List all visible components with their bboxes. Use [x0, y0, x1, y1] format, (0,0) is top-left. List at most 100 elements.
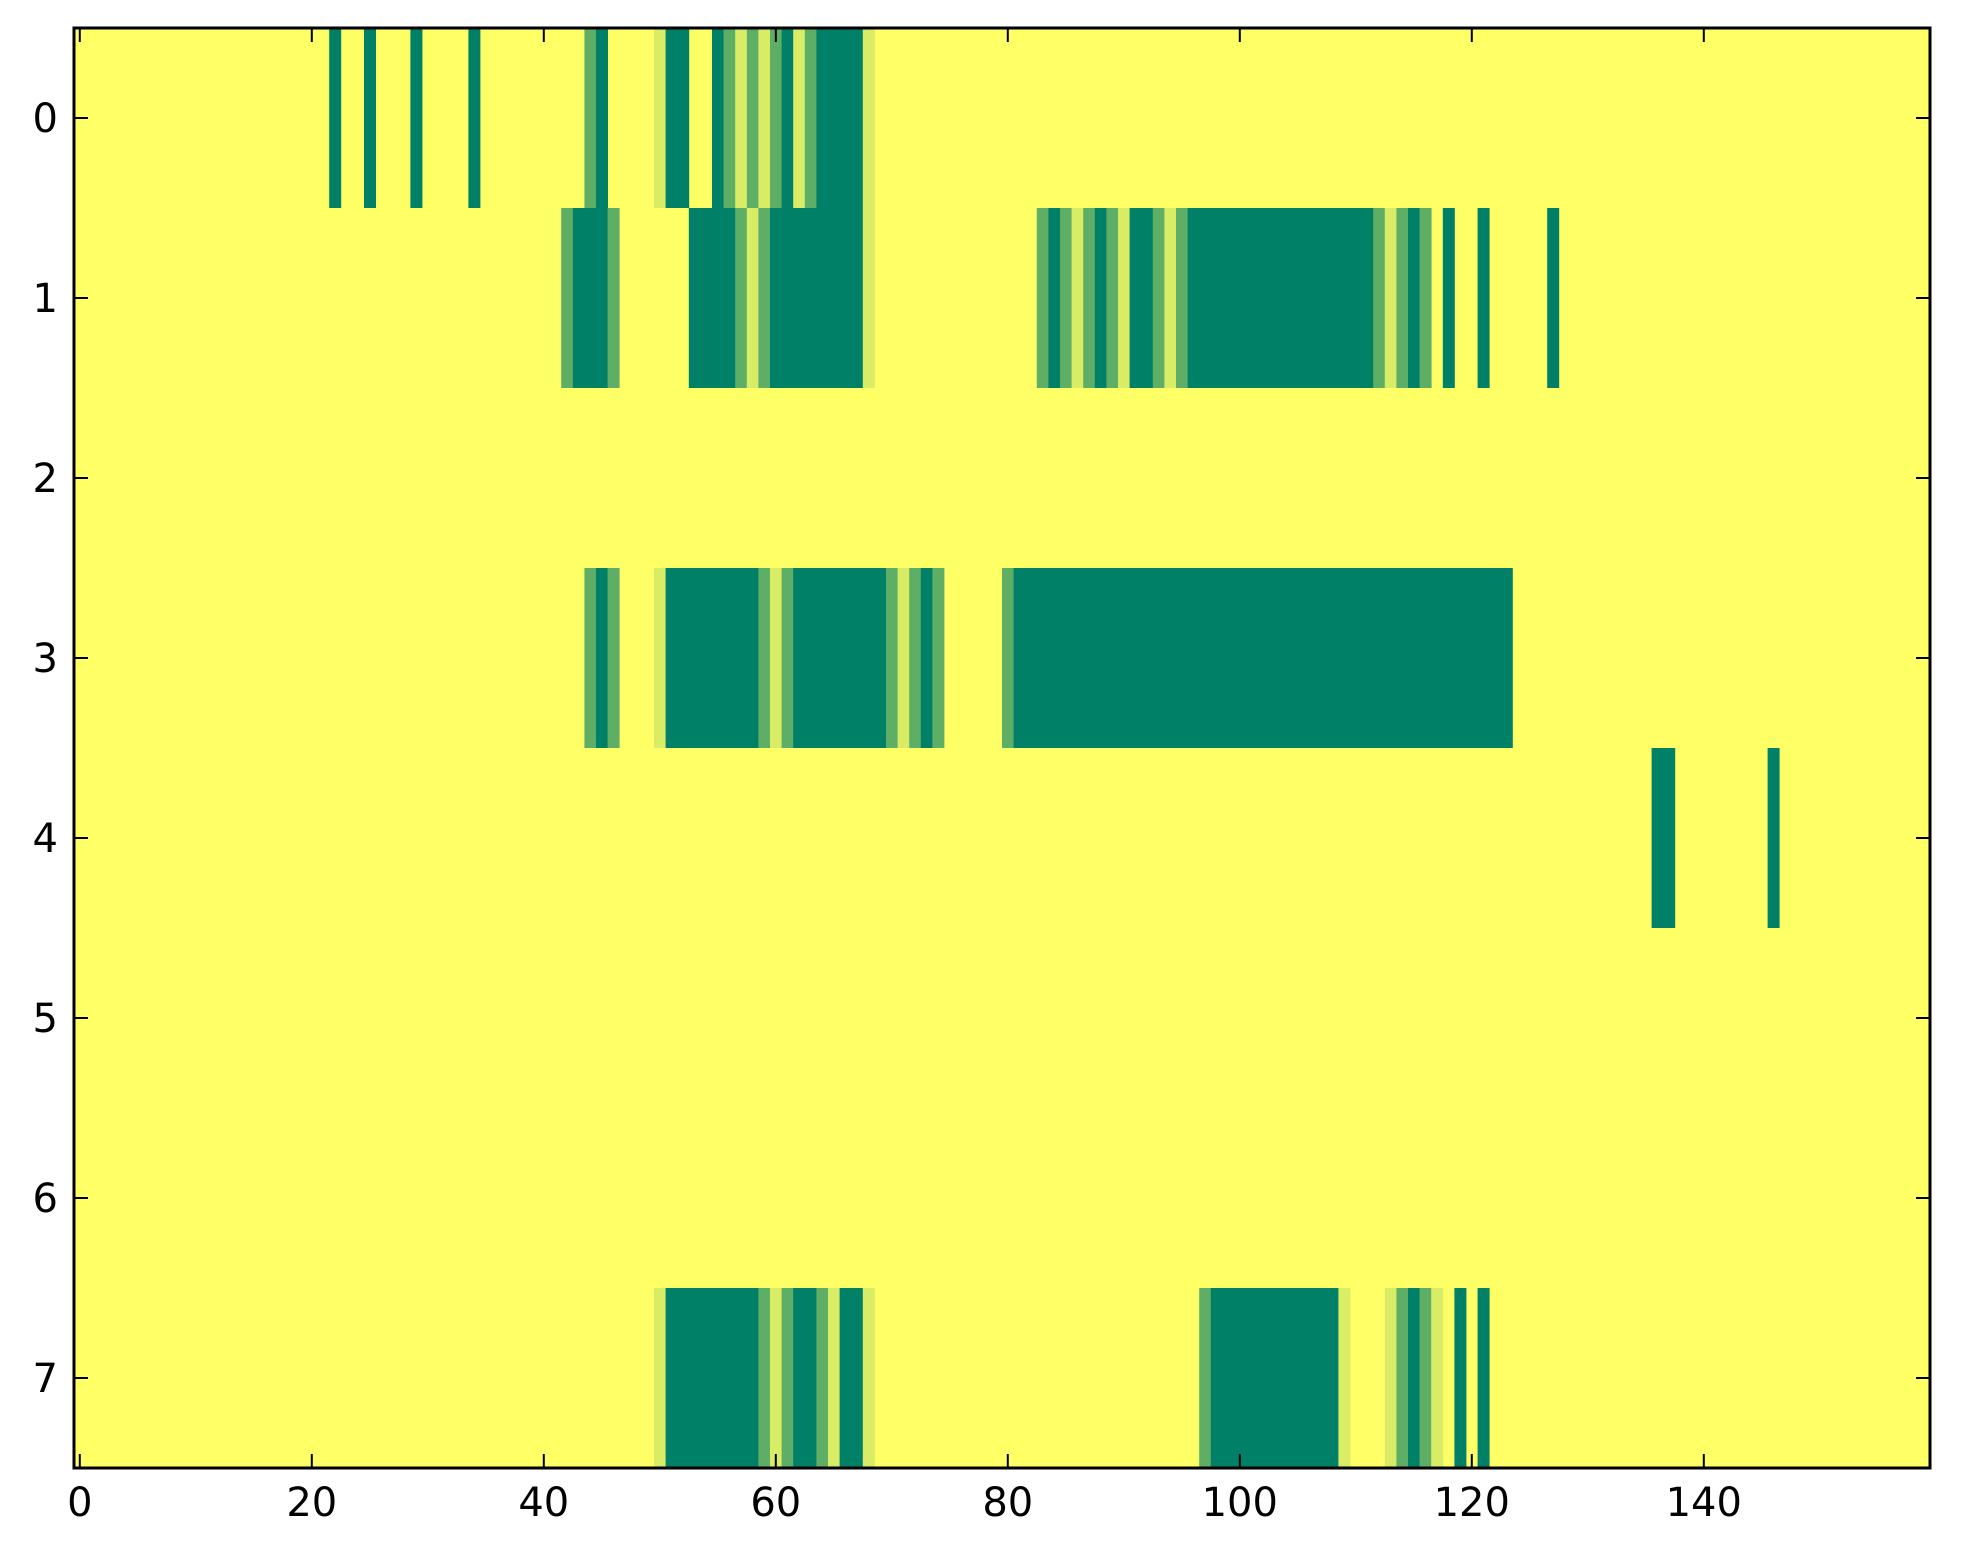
- heatmap-cell-run: [816, 1288, 829, 1468]
- heatmap-cell-run: [1118, 208, 1130, 388]
- heatmap-cell-run: [1454, 1288, 1467, 1468]
- heatmap-cell-run: [862, 208, 875, 388]
- heatmap-cell-run: [1338, 1288, 1351, 1468]
- heatmap-cell-run: [781, 28, 794, 208]
- heatmap-cell-run: [329, 28, 342, 208]
- heatmap-cell-run: [1408, 208, 1420, 388]
- heatmap-cell-run: [607, 208, 620, 388]
- heatmap-cell-run: [712, 28, 724, 208]
- heatmap-cell-run: [688, 208, 736, 388]
- cells-layer: [74, 28, 1930, 1468]
- heatmap-cell-run: [1442, 208, 1455, 388]
- heatmap-cell-run: [1083, 208, 1096, 388]
- heatmap-cell-run: [1210, 1288, 1339, 1468]
- heatmap-cell-run: [1060, 208, 1072, 388]
- x-tick-label: 80: [982, 1480, 1033, 1526]
- heatmap-cell-run: [1477, 208, 1490, 388]
- heatmap-cell-run: [781, 568, 794, 748]
- heatmap-cell-run: [758, 1288, 771, 1468]
- heatmap-cell-run: [596, 28, 608, 208]
- heatmap-cell-run: [665, 28, 690, 208]
- heatmap-cell-run: [1187, 208, 1374, 388]
- y-tick-label: 6: [33, 1176, 58, 1222]
- x-tick-label: 140: [1666, 1480, 1742, 1526]
- heatmap-cell-run: [793, 568, 887, 748]
- heatmap-cell-run: [1002, 568, 1014, 748]
- heatmap-cell-run: [839, 1288, 864, 1468]
- heatmap-cell-run: [665, 1288, 759, 1468]
- heatmap-cell-run: [735, 28, 748, 208]
- y-tick-label: 1: [33, 276, 58, 322]
- y-tick-label: 3: [33, 636, 58, 682]
- heatmap-cell-run: [770, 208, 864, 388]
- y-tick-label: 5: [33, 996, 58, 1042]
- x-tick-label: 120: [1434, 1480, 1510, 1526]
- heatmap-cell-run: [1384, 1288, 1397, 1468]
- ticks-layer: 0 20 40 60 80 100 120 140 0 1 2 3 4 5 6 7: [33, 28, 1930, 1526]
- heatmap-cell-run: [723, 28, 736, 208]
- heatmap-cell-run: [897, 568, 910, 748]
- x-tick-label: 40: [518, 1480, 569, 1526]
- heatmap-cell-run: [1152, 208, 1165, 388]
- x-tick-label: 20: [286, 1480, 337, 1526]
- heatmap-cell-run: [1477, 1288, 1490, 1468]
- y-tick-label: 4: [33, 816, 58, 862]
- heatmap-cell-run: [1651, 748, 1676, 928]
- heatmap-cell-run: [1767, 748, 1780, 928]
- heatmap-cell-run: [1419, 1288, 1432, 1468]
- heatmap-cell-run: [1176, 208, 1188, 388]
- x-tick-label: 0: [67, 1480, 92, 1526]
- heatmap-cell-run: [758, 568, 771, 748]
- heatmap-cell-run: [746, 28, 759, 208]
- heatmap-cell-run: [572, 208, 608, 388]
- heatmap-cell-run: [781, 1288, 794, 1468]
- y-tick-label: 2: [33, 456, 58, 502]
- x-tick-label: 100: [1202, 1480, 1278, 1526]
- heatmap-cell-run: [770, 1288, 782, 1468]
- heatmap-cell-run: [735, 208, 748, 388]
- heatmap-cell-run: [746, 208, 759, 388]
- heatmap-cell-run: [1396, 1288, 1409, 1468]
- heatmap-cell-run: [1431, 1288, 1444, 1468]
- y-tick-label: 0: [33, 96, 58, 142]
- heatmap-cell-run: [1384, 208, 1397, 388]
- heatmap-cell-run: [770, 568, 782, 748]
- heatmap-cell-run: [1036, 208, 1049, 388]
- heatmap-cell-run: [1547, 208, 1560, 388]
- heatmap-cell-run: [886, 568, 898, 748]
- heatmap-cell-run: [1048, 208, 1061, 388]
- heatmap-cell-run: [828, 1288, 840, 1468]
- heatmap-cell-run: [1408, 1288, 1420, 1468]
- heatmap-cell-run: [410, 28, 423, 208]
- heatmap-cell-run: [584, 28, 597, 208]
- heatmap-cell-run: [909, 568, 922, 748]
- heatmap-cell-run: [665, 568, 759, 748]
- heatmap-cell-run: [793, 1288, 817, 1468]
- heatmap-cell-run: [1373, 208, 1386, 388]
- heatmap-cell-run: [1419, 208, 1432, 388]
- heatmap-cell-run: [468, 28, 481, 208]
- heatmap-cell-run: [561, 208, 574, 388]
- heatmap-cell-run: [654, 1288, 666, 1468]
- heatmap-cell-run: [1094, 208, 1107, 388]
- heatmap-cell-run: [1013, 568, 1513, 748]
- heatmap-cell-run: [607, 568, 620, 748]
- heatmap-cell-run: [758, 208, 771, 388]
- heatmap-cell-run: [584, 568, 597, 748]
- x-tick-label: 60: [750, 1480, 801, 1526]
- heatmap-cell-run: [932, 568, 945, 748]
- heatmap-cell-run: [1106, 208, 1119, 388]
- heatmap-cell-run: [920, 568, 933, 748]
- heatmap-cell-run: [1199, 1288, 1212, 1468]
- heatmap-cell-run: [1396, 208, 1409, 388]
- heatmap-cell-run: [758, 28, 771, 208]
- heatmap-cell-run: [862, 28, 875, 208]
- y-tick-label: 7: [33, 1356, 58, 1402]
- heatmap-cell-run: [596, 568, 608, 748]
- heatmap-cell-run: [1164, 208, 1177, 388]
- heatmap-cell-run: [804, 28, 817, 208]
- heatmap-cell-run: [862, 1288, 875, 1468]
- heatmap-cell-run: [654, 28, 666, 208]
